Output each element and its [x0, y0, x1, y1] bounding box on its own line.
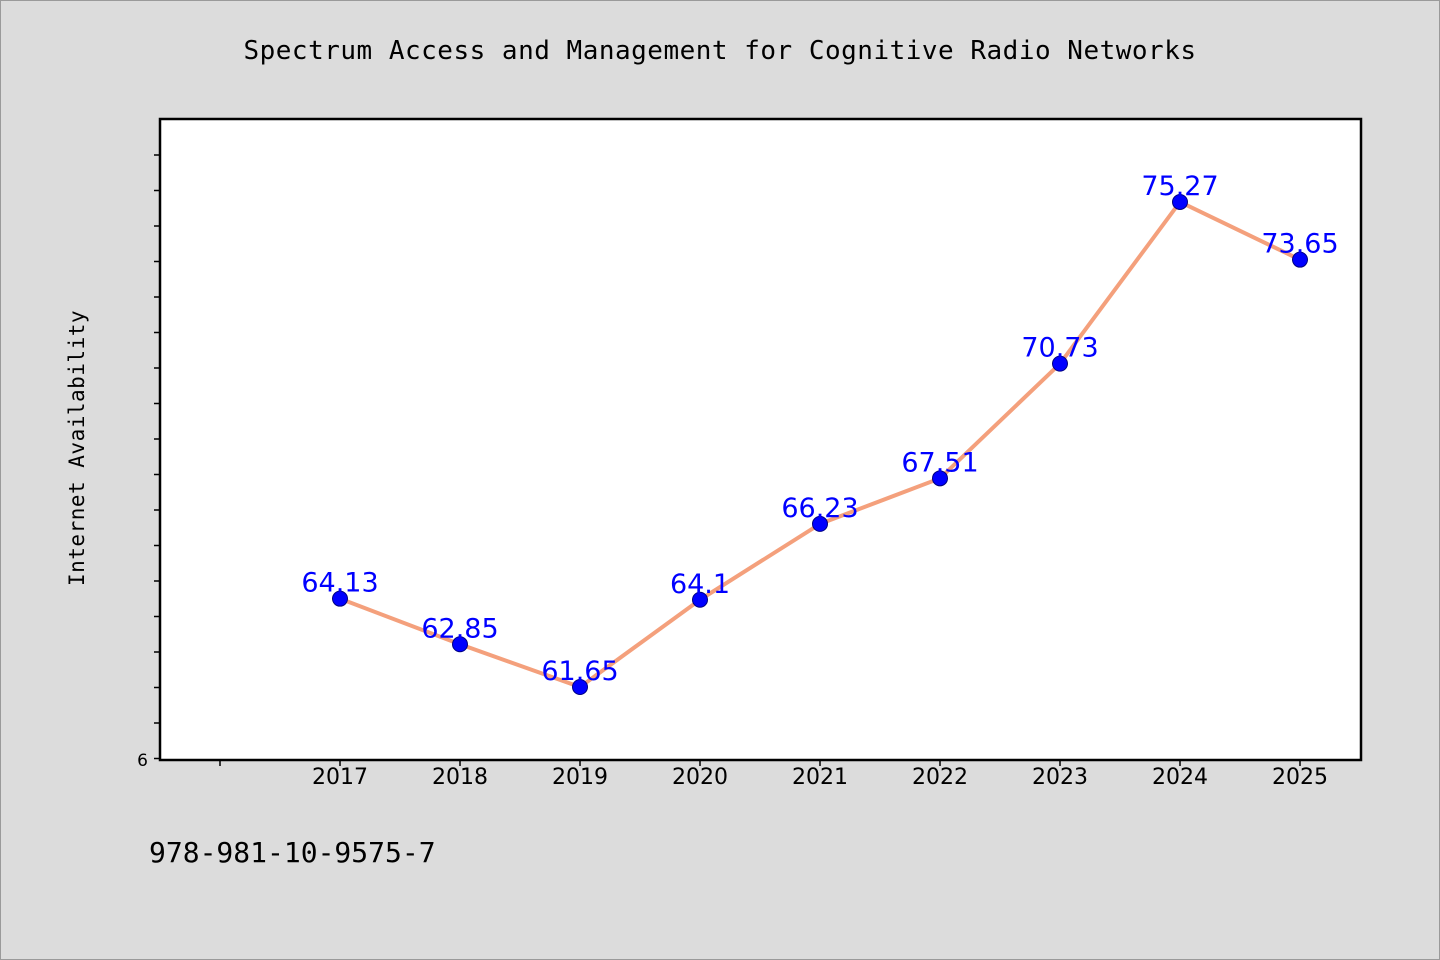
data-label: 70.73: [1021, 333, 1098, 364]
data-markers: [332, 193, 1308, 695]
data-point: [932, 470, 948, 487]
data-label: 61.65: [541, 656, 618, 687]
data-label: 66.23: [781, 493, 858, 524]
data-label: 73.65: [1261, 229, 1338, 260]
x-tick-label: 2019: [552, 765, 608, 790]
x-tick-label: 2023: [1032, 765, 1088, 790]
data-point: [1292, 251, 1308, 268]
chart-title: Spectrum Access and Management for Cogni…: [243, 36, 1197, 66]
x-tick-label: 2025: [1272, 765, 1328, 790]
x-tick-label: 2018: [432, 765, 488, 790]
isbn-text: 978-981-10-9575-7: [149, 836, 436, 869]
data-point: [332, 590, 348, 607]
x-tick-label: 2024: [1152, 765, 1208, 790]
x-tick-label: 2021: [792, 765, 848, 790]
data-labels: 64.13 62.85 61.65 64.1 66.23 67.51 70.73 75.27 7…: [301, 171, 1338, 687]
data-label: 67.51: [901, 447, 978, 478]
data-label: 62.85: [421, 613, 498, 644]
y-axis-ticks: 6: [137, 154, 160, 771]
data-label: 64.13: [301, 568, 378, 599]
data-point: [572, 678, 588, 695]
x-tick-label: 2020: [672, 765, 728, 790]
data-point: [1172, 193, 1188, 210]
data-point: [452, 636, 468, 653]
data-point: [812, 515, 828, 532]
x-tick-label: 2022: [912, 765, 968, 790]
data-point: [692, 591, 708, 608]
x-tick-label: 2017: [312, 765, 368, 790]
data-point: [1052, 355, 1068, 372]
plot-area: [158, 117, 1363, 762]
y-tick-label: 6: [137, 751, 148, 771]
data-label: 75.27: [1141, 171, 1218, 202]
x-axis-ticks: 2017 2018 2019 2020 2021 2022 2023 2024 2025: [219, 760, 1328, 790]
data-label: 64.1: [670, 569, 730, 600]
